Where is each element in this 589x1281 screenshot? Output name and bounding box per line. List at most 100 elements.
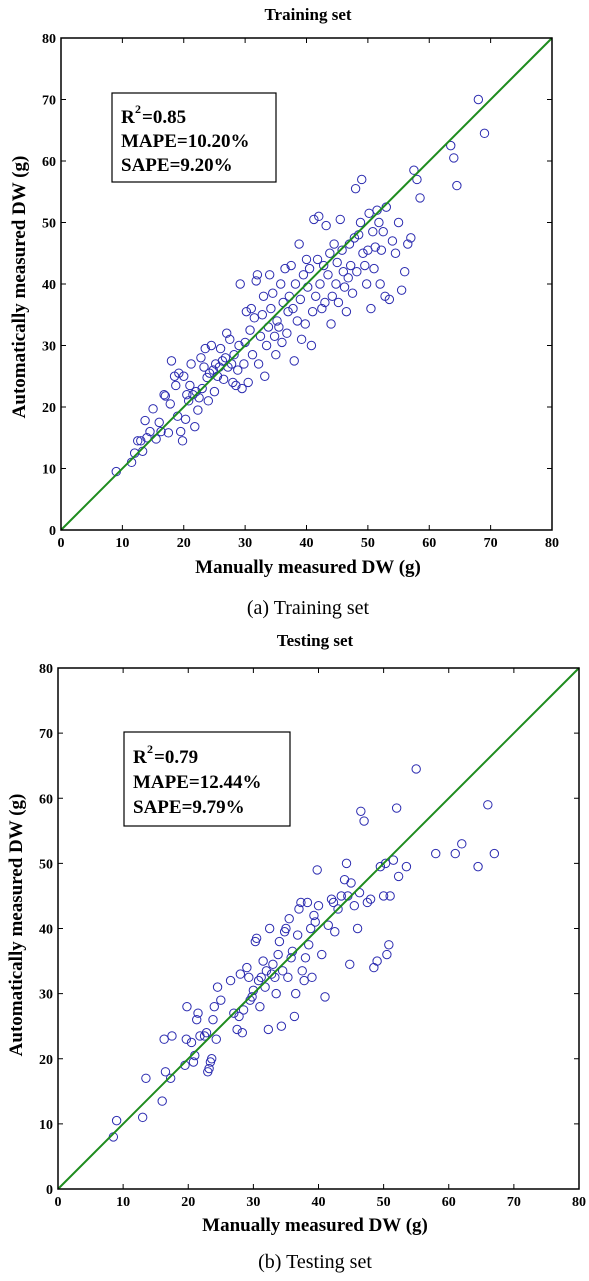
data-point xyxy=(384,294,395,305)
plot-frame xyxy=(57,667,580,1190)
data-point xyxy=(312,254,323,265)
data-point xyxy=(185,380,195,391)
data-point xyxy=(396,285,407,295)
data-point xyxy=(220,353,231,363)
data-point xyxy=(328,897,339,908)
data-point xyxy=(356,806,366,816)
data-point xyxy=(148,404,158,414)
data-point xyxy=(309,214,319,225)
data-point xyxy=(336,891,346,901)
data-point xyxy=(313,901,324,911)
y-tick-label: 0 xyxy=(46,1183,53,1198)
data-point xyxy=(216,995,226,1005)
data-point xyxy=(376,245,387,255)
data-point xyxy=(194,393,204,403)
data-point xyxy=(274,936,285,947)
data-point xyxy=(325,248,335,258)
data-point xyxy=(253,975,264,986)
data-point xyxy=(166,356,177,366)
data-point xyxy=(261,966,272,976)
data-point xyxy=(382,949,392,960)
data-point xyxy=(228,377,238,388)
data-point xyxy=(215,343,226,354)
data-point xyxy=(249,313,260,323)
data-point xyxy=(273,949,283,960)
stats-box: R 2 =0.85 MAPE=10.20% SAPE=9.20% xyxy=(111,92,277,183)
chart-title: Testing set xyxy=(277,631,354,650)
y-tick-label: 70 xyxy=(42,94,56,109)
data-point xyxy=(160,391,171,401)
data-point xyxy=(355,217,366,228)
data-point xyxy=(320,992,330,1002)
mape-value: MAPE=12.44% xyxy=(133,772,262,793)
data-point xyxy=(171,380,181,391)
data-point xyxy=(370,242,380,252)
r-squared-label: R xyxy=(133,747,147,768)
data-point xyxy=(253,359,264,369)
data-point xyxy=(251,276,261,286)
data-point xyxy=(338,267,349,277)
training-set-panel: Training set 0 10 20 30 40 50 60 70 80 0… xyxy=(9,5,559,619)
data-point xyxy=(298,270,309,280)
y-tick-label: 50 xyxy=(42,217,56,232)
data-point xyxy=(335,214,345,225)
data-point xyxy=(412,174,422,185)
data-point xyxy=(362,897,373,908)
data-point xyxy=(357,174,367,185)
data-point xyxy=(288,303,298,314)
data-point xyxy=(352,923,363,934)
data-point xyxy=(409,165,419,175)
data-point xyxy=(232,1024,242,1035)
data-point xyxy=(400,267,410,277)
figure-caption: (a) Training set xyxy=(247,597,370,619)
data-point xyxy=(310,917,320,927)
data-point xyxy=(390,248,401,258)
data-point xyxy=(244,972,254,983)
data-point xyxy=(175,426,186,437)
data-point xyxy=(247,992,257,1002)
data-point xyxy=(266,969,277,979)
data-point xyxy=(188,1057,199,1067)
data-point xyxy=(225,975,236,986)
stats-box: R 2 =0.79 MAPE=12.44% SAPE=9.79% xyxy=(123,731,291,827)
data-point xyxy=(159,1034,169,1044)
data-point xyxy=(387,236,398,246)
x-tick-label: 50 xyxy=(361,536,375,551)
data-point xyxy=(307,306,318,317)
data-point xyxy=(449,153,459,163)
data-point xyxy=(160,1067,171,1077)
data-point xyxy=(380,858,391,869)
data-point xyxy=(231,380,241,391)
data-point xyxy=(156,426,166,437)
data-point xyxy=(225,334,235,345)
data-point xyxy=(489,848,500,859)
data-point xyxy=(346,878,356,888)
data-point xyxy=(369,962,379,973)
data-point xyxy=(286,260,296,271)
x-tick-label: 20 xyxy=(177,536,191,551)
data-point xyxy=(268,959,278,970)
data-point xyxy=(300,319,310,329)
x-tick-label: 50 xyxy=(377,1195,391,1210)
data-point xyxy=(473,94,484,105)
data-point xyxy=(333,904,343,914)
y-tick-label: 40 xyxy=(39,923,53,938)
data-point xyxy=(450,848,460,859)
data-point xyxy=(360,260,370,271)
data-point xyxy=(307,972,317,983)
data-point xyxy=(318,260,329,271)
data-point xyxy=(209,386,220,397)
y-tick-label: 60 xyxy=(42,155,56,170)
data-point xyxy=(301,254,312,265)
data-point xyxy=(289,356,299,366)
y-tick-labels: 0 10 20 30 40 50 60 70 80 xyxy=(42,32,56,539)
data-point xyxy=(296,897,306,908)
data-point xyxy=(145,426,155,437)
data-point xyxy=(358,248,368,258)
x-tick-label: 0 xyxy=(58,536,65,551)
data-point xyxy=(233,365,243,375)
data-point xyxy=(261,340,272,351)
data-point xyxy=(352,267,362,277)
data-point xyxy=(393,217,404,228)
sape-value: SAPE=9.20% xyxy=(121,155,233,176)
